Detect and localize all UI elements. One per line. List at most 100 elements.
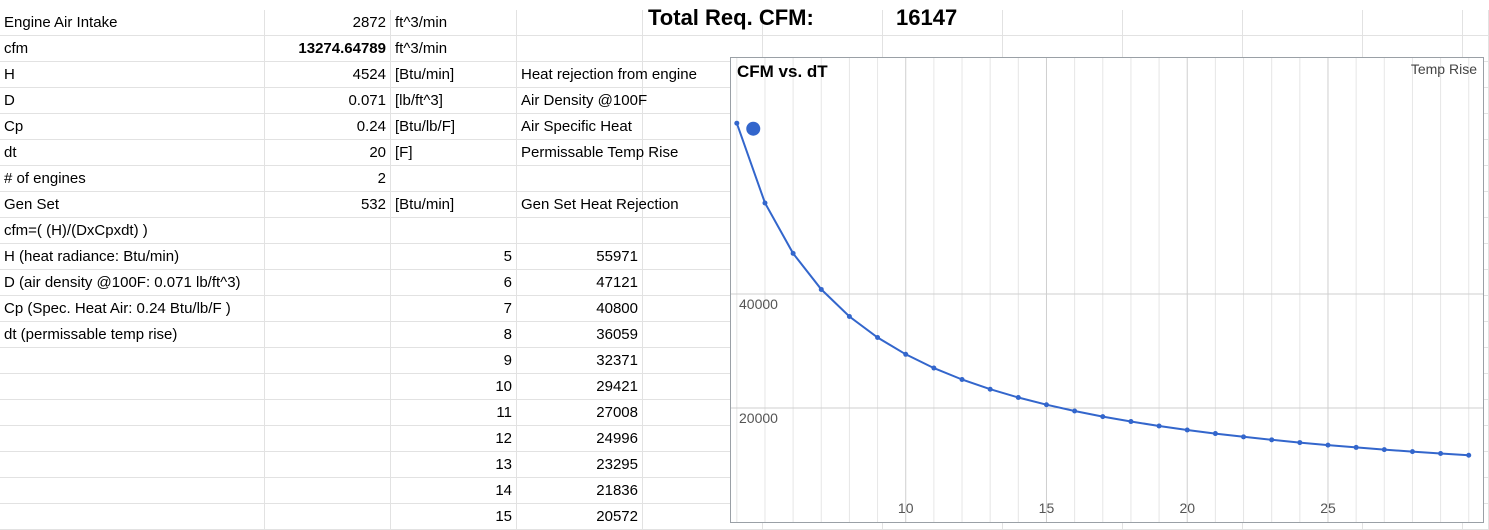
sheet-cell[interactable]: 15 bbox=[391, 504, 517, 529]
sheet-cell[interactable]: 27008 bbox=[517, 400, 643, 425]
sheet-cell[interactable]: Engine Air Intake bbox=[0, 10, 265, 35]
sheet-cell[interactable]: 23295 bbox=[517, 452, 643, 477]
sheet-cell[interactable] bbox=[265, 348, 391, 373]
sheet-cell[interactable] bbox=[265, 504, 391, 529]
sheet-cell-empty[interactable] bbox=[883, 10, 1003, 35]
sheet-cell-empty[interactable] bbox=[883, 36, 1003, 61]
sheet-cell[interactable]: 13 bbox=[391, 452, 517, 477]
sheet-cell[interactable]: [lb/ft^3] bbox=[391, 88, 517, 113]
sheet-cell[interactable] bbox=[517, 166, 643, 191]
sheet-cell[interactable] bbox=[0, 504, 265, 529]
sheet-cell[interactable]: 21836 bbox=[517, 478, 643, 503]
sheet-cell[interactable] bbox=[0, 374, 265, 399]
sheet-cell[interactable] bbox=[265, 426, 391, 451]
sheet-cell[interactable]: Permissable Temp Rise bbox=[517, 140, 678, 165]
sheet-cell[interactable] bbox=[0, 426, 265, 451]
sheet-cell[interactable]: 9 bbox=[391, 348, 517, 373]
sheet-cell[interactable]: cfm=( (H)/(DxCpxdt) ) bbox=[0, 218, 265, 243]
sheet-cell[interactable] bbox=[265, 270, 391, 295]
sheet-cell-empty[interactable] bbox=[643, 36, 763, 61]
sheet-cell-empty[interactable] bbox=[1003, 36, 1123, 61]
sheet-cell[interactable]: 10 bbox=[391, 374, 517, 399]
sheet-cell[interactable]: 2 bbox=[265, 166, 391, 191]
sheet-cell[interactable]: 5 bbox=[391, 244, 517, 269]
sheet-cell[interactable] bbox=[265, 244, 391, 269]
sheet-cell[interactable]: cfm bbox=[0, 36, 265, 61]
sheet-cell[interactable]: 36059 bbox=[517, 322, 643, 347]
sheet-cell[interactable]: 40800 bbox=[517, 296, 643, 321]
sheet-cell-empty[interactable] bbox=[1363, 10, 1463, 35]
sheet-cell[interactable]: 7 bbox=[391, 296, 517, 321]
sheet-cell[interactable] bbox=[0, 400, 265, 425]
sheet-cell[interactable]: 12 bbox=[391, 426, 517, 451]
sheet-cell[interactable]: 14 bbox=[391, 478, 517, 503]
sheet-cell[interactable] bbox=[265, 478, 391, 503]
sheet-cell[interactable]: [Btu/min] bbox=[391, 62, 517, 87]
sheet-cell[interactable]: Gen Set bbox=[0, 192, 265, 217]
sheet-cell-empty[interactable] bbox=[643, 10, 763, 35]
sheet-cell[interactable]: Cp (Spec. Heat Air: 0.24 Btu/lb/F ) bbox=[0, 296, 265, 321]
sheet-cell[interactable] bbox=[0, 478, 265, 503]
sheet-cell[interactable]: 13274.64789 bbox=[265, 36, 391, 61]
sheet-cell-empty[interactable] bbox=[1123, 10, 1243, 35]
total-cfm-label[interactable]: Total Req. CFM: bbox=[648, 5, 814, 30]
sheet-cell[interactable] bbox=[391, 218, 517, 243]
sheet-cell[interactable]: 20 bbox=[265, 140, 391, 165]
sheet-cell[interactable]: Air Density @100F bbox=[517, 88, 647, 113]
sheet-cell[interactable]: dt (permissable temp rise) bbox=[0, 322, 265, 347]
sheet-cell[interactable]: [Btu/min] bbox=[391, 192, 517, 217]
sheet-cell[interactable]: 6 bbox=[391, 270, 517, 295]
sheet-cell[interactable]: 0.071 bbox=[265, 88, 391, 113]
sheet-cell[interactable]: 8 bbox=[391, 322, 517, 347]
sheet-cell[interactable]: 532 bbox=[265, 192, 391, 217]
sheet-cell[interactable]: 47121 bbox=[517, 270, 643, 295]
sheet-cell[interactable] bbox=[265, 400, 391, 425]
sheet-cell[interactable] bbox=[265, 452, 391, 477]
sheet-cell-empty[interactable] bbox=[763, 36, 883, 61]
sheet-cell[interactable] bbox=[0, 348, 265, 373]
sheet-cell[interactable]: 55971 bbox=[517, 244, 643, 269]
sheet-cell[interactable]: # of engines bbox=[0, 166, 265, 191]
sheet-cell[interactable]: dt bbox=[0, 140, 265, 165]
sheet-cell[interactable]: D (air density @100F: 0.071 lb/ft^3) bbox=[0, 270, 265, 295]
sheet-cell-empty[interactable] bbox=[1003, 10, 1123, 35]
sheet-cell[interactable]: 29421 bbox=[517, 374, 643, 399]
sheet-cell-empty[interactable] bbox=[763, 10, 883, 35]
sheet-cell[interactable]: 4524 bbox=[265, 62, 391, 87]
sheet-cell[interactable] bbox=[265, 296, 391, 321]
sheet-cell[interactable]: [F] bbox=[391, 140, 517, 165]
sheet-cell-empty[interactable] bbox=[1243, 36, 1363, 61]
sheet-cell[interactable] bbox=[517, 36, 643, 61]
sheet-cell[interactable]: 2872 bbox=[265, 10, 391, 35]
sheet-cell[interactable] bbox=[517, 218, 643, 243]
sheet-cell[interactable]: [Btu/lb/F] bbox=[391, 114, 517, 139]
sheet-cell[interactable]: Air Specific Heat bbox=[517, 114, 643, 139]
y-tick-label: 40000 bbox=[739, 296, 778, 312]
sheet-cell[interactable]: 32371 bbox=[517, 348, 643, 373]
data-point bbox=[987, 386, 993, 392]
sheet-cell[interactable]: ft^3/min bbox=[391, 36, 517, 61]
sheet-cell-empty[interactable] bbox=[1363, 36, 1463, 61]
sheet-cell-empty[interactable] bbox=[1123, 36, 1243, 61]
sheet-cell-empty[interactable] bbox=[1463, 10, 1489, 35]
sheet-cell[interactable]: 20572 bbox=[517, 504, 643, 529]
sheet-cell[interactable] bbox=[265, 322, 391, 347]
sheet-cell[interactable]: D bbox=[0, 88, 265, 113]
sheet-cell[interactable]: 11 bbox=[391, 400, 517, 425]
sheet-cell[interactable]: 0.24 bbox=[265, 114, 391, 139]
sheet-cell[interactable]: H (heat radiance: Btu/min) bbox=[0, 244, 265, 269]
sheet-cell-empty[interactable] bbox=[1243, 10, 1363, 35]
sheet-cell[interactable] bbox=[517, 10, 643, 35]
sheet-cell[interactable]: H bbox=[0, 62, 265, 87]
sheet-cell[interactable] bbox=[265, 218, 391, 243]
sheet-cell[interactable] bbox=[0, 452, 265, 477]
sheet-cell[interactable] bbox=[265, 374, 391, 399]
sheet-cell[interactable]: 24996 bbox=[517, 426, 643, 451]
sheet-cell[interactable]: Gen Set Heat Rejection bbox=[517, 192, 679, 217]
cfm-vs-dt-chart[interactable]: 20000 40000 10 15 20 25 CFM vs. dT Temp Rise bbox=[730, 57, 1484, 523]
sheet-cell[interactable]: ft^3/min bbox=[391, 10, 517, 35]
sheet-cell[interactable]: Cp bbox=[0, 114, 265, 139]
total-cfm-value[interactable]: 16147 bbox=[896, 5, 958, 30]
sheet-cell[interactable] bbox=[391, 166, 517, 191]
sheet-cell[interactable]: Heat rejection from engine bbox=[517, 62, 697, 87]
